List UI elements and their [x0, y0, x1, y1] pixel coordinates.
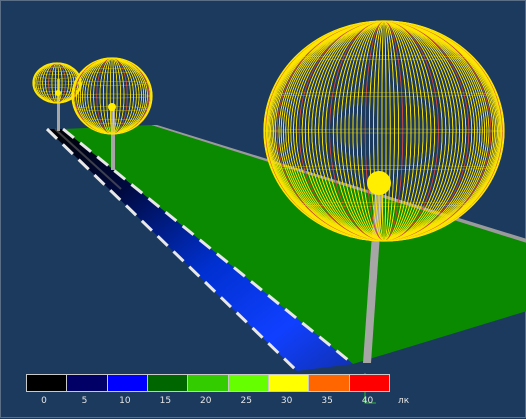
legend-swatch: [268, 375, 310, 391]
photometric-outline: [263, 20, 505, 242]
legend-swatch: [27, 375, 68, 391]
photometric-outline: [71, 57, 153, 135]
photometric-parallel: [270, 165, 498, 170]
legend-swatch: [67, 375, 108, 391]
photometric-parallel: [270, 92, 498, 97]
photometric-parallel: [74, 81, 150, 86]
photometric-outline: [32, 62, 82, 104]
photometric-parallel: [71, 93, 153, 99]
lamp-pole: [57, 79, 60, 131]
illuminance-legend: [26, 374, 390, 392]
ground-plane: [63, 125, 526, 364]
legend-swatch: [228, 375, 269, 391]
legend-tick-label: 40: [361, 396, 374, 406]
legend-tick-label: 5: [81, 396, 88, 406]
photometric-parallel: [294, 55, 474, 60]
legend-swatch: [349, 375, 389, 391]
lamp-pole: [363, 191, 383, 363]
legend-tick-label: 0: [41, 396, 47, 406]
legend-swatch: [147, 375, 189, 391]
road-edge-marking: [45, 127, 299, 373]
lamp-luminaire: [108, 103, 116, 111]
legend-tick-label: 15: [159, 396, 172, 406]
legend-swatch: [188, 375, 229, 391]
legend-tick-label: 10: [119, 396, 131, 406]
road-edge-marking: [62, 127, 354, 366]
legend-tick-label: 35: [321, 396, 333, 406]
photometric-solid: [263, 20, 505, 242]
lamp-luminaire: [55, 90, 61, 96]
legend-unit: лк: [398, 396, 410, 406]
lamp-luminaire: [367, 171, 391, 195]
legend-swatch: [309, 375, 350, 391]
photometric-parallel: [263, 128, 505, 134]
lamp-pole: [111, 106, 115, 170]
legend-tick-label: 25: [240, 396, 252, 406]
photometric-solid: [71, 57, 153, 135]
legend-swatch: [107, 375, 148, 391]
legend-tick-label: 30: [280, 396, 293, 406]
legend-tick-label: 20: [200, 396, 212, 406]
road-surface: [47, 129, 353, 371]
photometric-parallel: [81, 68, 143, 73]
